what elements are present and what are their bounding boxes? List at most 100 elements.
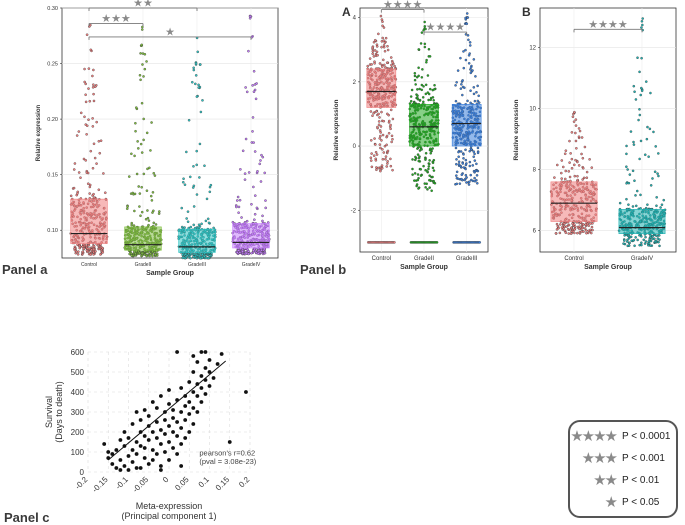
data-point (427, 92, 431, 96)
data-point (375, 45, 379, 48)
data-point (76, 192, 79, 195)
data-point (197, 86, 200, 89)
data-point (423, 20, 426, 24)
data-point (583, 145, 587, 149)
data-point (387, 119, 391, 123)
data-point (473, 180, 477, 183)
data-point (382, 58, 385, 62)
data-point (126, 205, 129, 208)
data-point (455, 162, 458, 166)
data-point (377, 123, 381, 127)
data-point (465, 12, 469, 15)
data-point (643, 242, 647, 245)
data-point (627, 244, 631, 247)
data-point (126, 454, 131, 458)
data-point (78, 246, 81, 250)
data-point (553, 176, 556, 179)
data-point (191, 186, 195, 189)
data-point (260, 153, 263, 157)
x-tick-label: GradeIV (242, 262, 261, 268)
data-point (244, 137, 248, 141)
data-point (130, 254, 133, 257)
data-point (153, 251, 156, 254)
data-point (662, 198, 666, 202)
data-point (640, 26, 643, 29)
data-point (207, 221, 211, 225)
data-point (459, 56, 462, 60)
data-point (455, 182, 459, 186)
data-point (152, 221, 156, 225)
data-point (171, 416, 175, 420)
x-axis-label: Sample Group (146, 270, 194, 277)
data-point (638, 113, 642, 117)
data-point (199, 63, 202, 66)
data-point (632, 143, 636, 146)
data-point (389, 157, 392, 161)
data-point (179, 464, 184, 468)
data-point (469, 68, 472, 71)
data-point (574, 131, 577, 135)
data-point (76, 243, 79, 246)
data-point (638, 70, 641, 74)
data-point (631, 169, 635, 173)
data-point (167, 388, 171, 392)
data-point (390, 140, 393, 144)
data-point (150, 400, 155, 404)
data-point (192, 205, 196, 208)
data-point (149, 194, 153, 198)
data-point (130, 422, 135, 426)
pvalue-annotation: (pval = 3.08e-23) (199, 457, 256, 466)
data-point (154, 406, 159, 410)
panel-a-label: Panel a (2, 262, 48, 277)
data-point (97, 140, 101, 143)
data-point (253, 194, 257, 197)
data-point (151, 191, 155, 194)
data-point (382, 45, 386, 49)
data-point (87, 243, 91, 247)
data-point (390, 134, 394, 138)
data-point (432, 169, 436, 172)
data-point (655, 204, 658, 208)
data-point (416, 94, 419, 97)
data-point (629, 235, 633, 239)
data-point (175, 420, 180, 424)
data-point (572, 120, 576, 123)
data-point (235, 205, 238, 209)
data-point (424, 151, 428, 155)
data-point (205, 256, 209, 260)
data-point (573, 225, 577, 228)
data-point (567, 223, 571, 227)
data-point (574, 124, 578, 127)
data-point (628, 241, 631, 245)
data-point (560, 226, 564, 229)
data-point (251, 130, 254, 133)
data-point (644, 80, 648, 83)
data-point (384, 66, 387, 69)
data-point (153, 174, 157, 177)
data-point (415, 75, 419, 79)
data-point (183, 418, 188, 422)
data-point (152, 209, 155, 213)
data-point (379, 146, 382, 150)
data-point (136, 140, 139, 143)
data-point (143, 67, 147, 71)
data-point (415, 183, 419, 186)
data-point (653, 240, 657, 243)
legend-row: ★★★ P < 0.001 (570, 450, 676, 468)
data-point (163, 418, 167, 422)
data-point (104, 191, 107, 195)
data-point (140, 28, 144, 31)
data-point (457, 155, 460, 159)
data-point (585, 231, 588, 235)
data-point (569, 232, 573, 235)
box-iqr (451, 104, 482, 147)
data-point (206, 217, 210, 221)
data-point (424, 27, 427, 31)
data-point (473, 159, 477, 162)
y-tick-label: 6 (533, 229, 537, 235)
data-point (576, 178, 579, 182)
data-point (379, 134, 382, 138)
data-point (428, 87, 432, 91)
data-point (420, 83, 424, 87)
data-point (462, 166, 466, 169)
